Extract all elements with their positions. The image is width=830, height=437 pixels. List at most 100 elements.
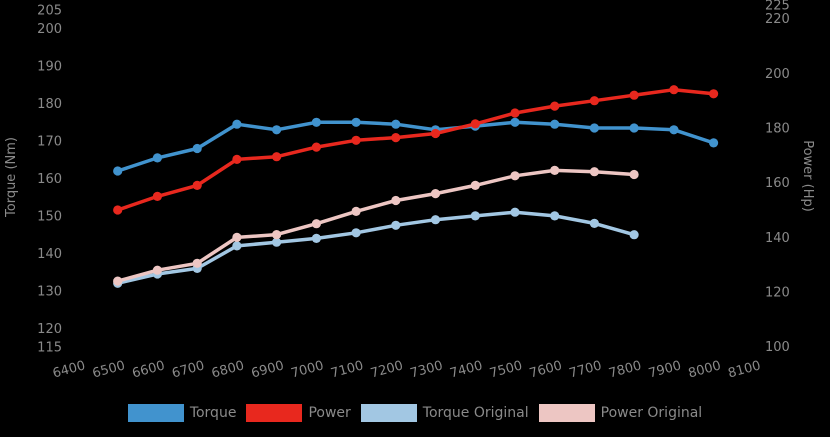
data-point-marker	[430, 215, 441, 225]
data-point-marker	[709, 89, 719, 99]
data-point-marker	[669, 125, 679, 135]
data-point-marker	[113, 205, 123, 215]
left-axis-tick: 170	[37, 135, 62, 150]
series-line	[115, 120, 716, 173]
right-axis-tick: 100	[765, 340, 790, 355]
x-axis-tick: 6800	[210, 358, 246, 381]
data-point-marker	[351, 117, 361, 127]
right-axis-tick: 180	[765, 122, 790, 137]
data-point-marker	[669, 85, 679, 95]
left-axis-tick: 190	[37, 60, 62, 75]
x-axis-tick: 7000	[290, 358, 326, 381]
legend-item-torque[interactable]: Torque	[127, 404, 237, 422]
x-axis-tick: 7100	[329, 358, 365, 381]
data-point-marker	[629, 90, 639, 100]
data-point-marker	[272, 237, 282, 247]
data-point-marker	[510, 108, 520, 118]
data-point-marker	[351, 228, 361, 238]
data-point-marker	[232, 154, 242, 164]
series-line	[115, 210, 636, 286]
x-axis-tick: 8000	[687, 358, 723, 381]
data-point-marker	[113, 166, 123, 176]
right-axis-tick: 220	[765, 12, 790, 27]
legend-swatch	[360, 404, 417, 422]
right-axis-tick: 225	[765, 0, 790, 14]
data-point-marker	[113, 276, 123, 286]
x-axis-tick: 7900	[647, 358, 683, 381]
data-point-marker	[430, 128, 441, 139]
x-axis-tick: 7800	[607, 358, 643, 381]
data-point-marker	[311, 117, 321, 127]
data-point-marker	[391, 119, 401, 129]
right-axis-tick: 120	[765, 286, 790, 301]
data-point-marker	[550, 101, 560, 111]
data-point-marker	[589, 167, 600, 177]
data-point-marker	[550, 211, 560, 221]
x-axis-tick: 7300	[409, 358, 445, 381]
legend-label: Power	[308, 405, 351, 421]
data-point-marker	[232, 119, 242, 129]
data-point-marker	[470, 180, 480, 190]
legend-item-power-original[interactable]: Power Original	[538, 404, 703, 422]
chart-legend: Torque Power Torque Original Power Original	[0, 400, 830, 426]
data-point-marker	[192, 258, 202, 268]
series-line	[115, 168, 636, 283]
data-point-marker	[510, 207, 520, 217]
data-point-marker	[430, 189, 441, 199]
data-point-marker	[589, 96, 600, 106]
x-axis-tick: 7700	[568, 358, 604, 381]
data-point-marker	[311, 219, 321, 229]
data-point-marker	[391, 195, 401, 206]
data-point-marker	[351, 135, 361, 145]
data-point-marker	[470, 119, 480, 129]
data-point-marker	[272, 152, 282, 162]
x-axis-tick: 6600	[131, 358, 167, 381]
series-torque-original	[113, 207, 639, 288]
legend-label: Torque	[189, 405, 237, 421]
series-power-original	[113, 165, 639, 286]
data-point-marker	[192, 180, 202, 190]
x-axis-tick: 6400	[51, 358, 87, 381]
data-point-marker	[629, 123, 639, 133]
right-axis-title: Power (Hp)	[800, 140, 815, 212]
series-torque	[113, 117, 719, 176]
data-point-marker	[470, 211, 480, 221]
left-axis-tick: 140	[37, 247, 62, 262]
data-point-marker	[550, 165, 560, 175]
data-point-marker	[510, 117, 520, 127]
x-axis-tick: 7600	[528, 358, 564, 381]
x-axis-tick: 7500	[488, 358, 524, 381]
right-axis-tick: 160	[765, 176, 790, 191]
data-point-marker	[311, 142, 321, 152]
data-point-marker	[152, 191, 162, 201]
data-point-marker	[589, 123, 600, 133]
legend-item-torque-original[interactable]: Torque Original	[360, 404, 529, 422]
series-line	[115, 87, 716, 212]
x-axis-tick: 8100	[727, 358, 763, 381]
right-axis-tick: 200	[765, 67, 790, 82]
data-point-marker	[391, 220, 401, 230]
legend-swatch	[538, 404, 595, 422]
data-point-marker	[232, 241, 242, 251]
data-point-marker	[629, 169, 639, 180]
x-axis-tick: 7400	[448, 358, 484, 381]
data-point-marker	[391, 133, 401, 143]
data-point-marker	[192, 143, 202, 154]
legend-label: Torque Original	[422, 405, 529, 421]
left-axis-tick: 150	[37, 209, 62, 224]
left-axis-tick: 205	[37, 4, 62, 19]
data-point-marker	[351, 206, 361, 216]
x-axis-tick: 7200	[369, 358, 405, 381]
data-point-marker	[510, 171, 520, 181]
left-axis-tick: 200	[37, 22, 62, 37]
data-point-marker	[272, 230, 282, 240]
x-axis-tick: 6500	[91, 358, 127, 381]
data-point-marker	[589, 218, 600, 228]
left-axis-tick: 160	[37, 172, 62, 187]
legend-label: Power Original	[600, 405, 703, 421]
legend-item-power[interactable]: Power	[246, 404, 351, 422]
legend-swatch	[127, 404, 184, 422]
data-point-marker	[709, 138, 719, 148]
